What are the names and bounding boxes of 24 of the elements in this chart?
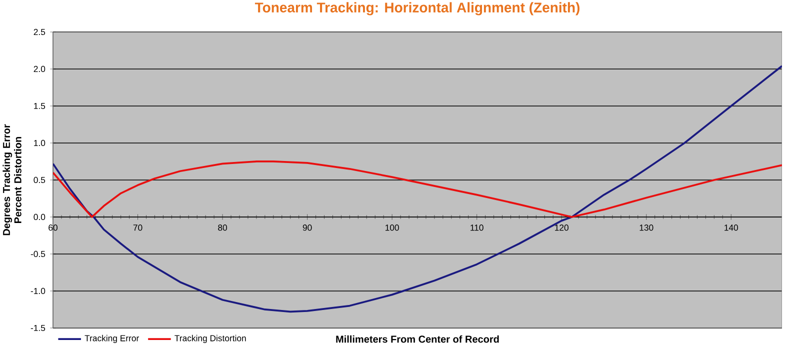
y-tick-label: 2.5 [34,28,46,36]
x-tick-label: 80 [218,224,228,231]
y-tick-label: 1.0 [34,140,46,146]
y-axis-title: Degrees Tracking Error Percent Distortion [2,124,22,236]
x-tick-label: 90 [302,224,312,231]
legend-label: Tracking Distortion [174,334,246,343]
x-tick-label: 120 [555,224,568,231]
x-tick-label: 60 [48,224,58,231]
x-axis-title: Millimeters From Center of Record [336,335,499,343]
x-tick-label: 110 [470,224,484,231]
legend-label: Tracking Error [84,334,139,343]
y-tick-label: -1.5 [30,324,46,332]
x-tick-label: 100 [386,224,399,231]
y-tick-label: 0.5 [34,176,46,184]
y-tick-label: -1.0 [30,288,46,294]
x-tick-label: 70 [133,224,142,231]
chart-title: Tonearm Tracking: Horizontal Alignment (Zenith) [254,2,580,16]
y-tick-label: 2.0 [34,66,46,72]
x-tick-label: 140 [724,224,738,231]
x-tick-label: 130 [640,224,654,231]
y-tick-label: -0.5 [30,250,46,258]
y-tick-label: 0.0 [34,214,46,220]
y-tick-label: 1.5 [34,102,46,110]
line-series [53,160,782,218]
